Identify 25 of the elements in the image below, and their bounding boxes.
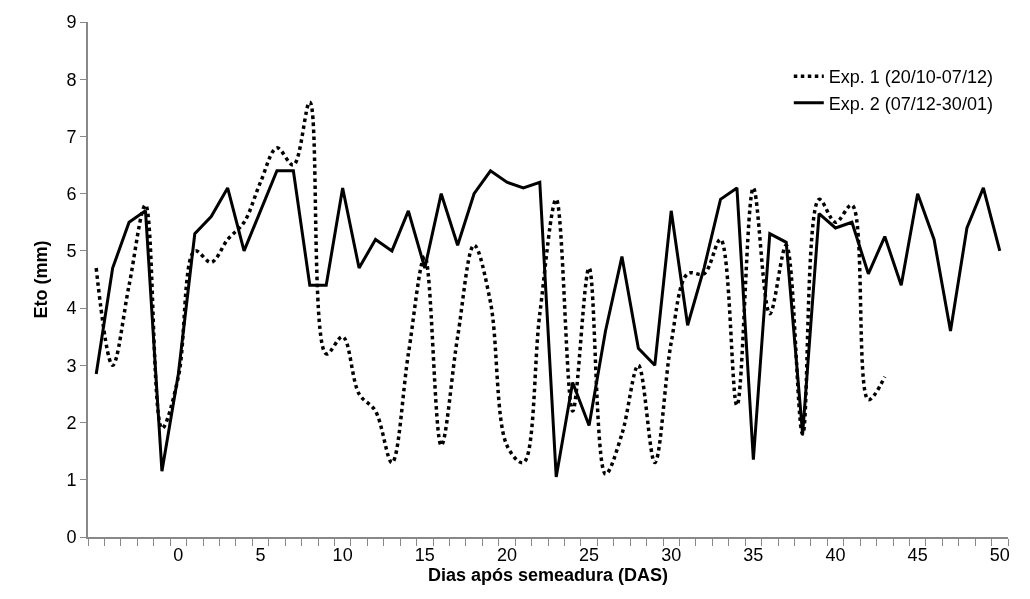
x-tick-label: 10 <box>332 544 353 565</box>
x-tick-label: 45 <box>907 544 928 565</box>
x-tick-label: 35 <box>743 544 764 565</box>
y-tick-label: 5 <box>66 241 77 262</box>
y-tick-label: 2 <box>66 412 77 433</box>
x-tick-label: 20 <box>496 544 517 565</box>
y-tick-label: 9 <box>66 12 77 33</box>
x-axis-title: Dias após semeadura (DAS) <box>427 564 669 585</box>
x-tick-label: 25 <box>579 544 600 565</box>
legend-label: Exp. 1 (20/10-07/12) <box>828 67 993 88</box>
x-tick-label: 40 <box>825 544 846 565</box>
x-tick-label: 0 <box>173 544 184 565</box>
x-tick-label: 15 <box>414 544 435 565</box>
y-tick-label: 1 <box>66 470 77 491</box>
x-tick-label: 5 <box>255 544 266 565</box>
y-axis-title: Eto (mm) <box>31 240 52 319</box>
y-tick-label: 3 <box>66 355 77 376</box>
legend-label: Exp. 2 (07/12-30/01) <box>828 93 993 114</box>
y-tick-label: 7 <box>66 126 77 147</box>
y-tick-label: 6 <box>66 183 77 204</box>
x-tick-label: 30 <box>661 544 682 565</box>
y-tick-label: 8 <box>66 69 77 90</box>
x-tick-label: 50 <box>989 544 1010 565</box>
y-tick-label: 4 <box>66 298 77 319</box>
y-tick-label: 0 <box>66 527 77 548</box>
